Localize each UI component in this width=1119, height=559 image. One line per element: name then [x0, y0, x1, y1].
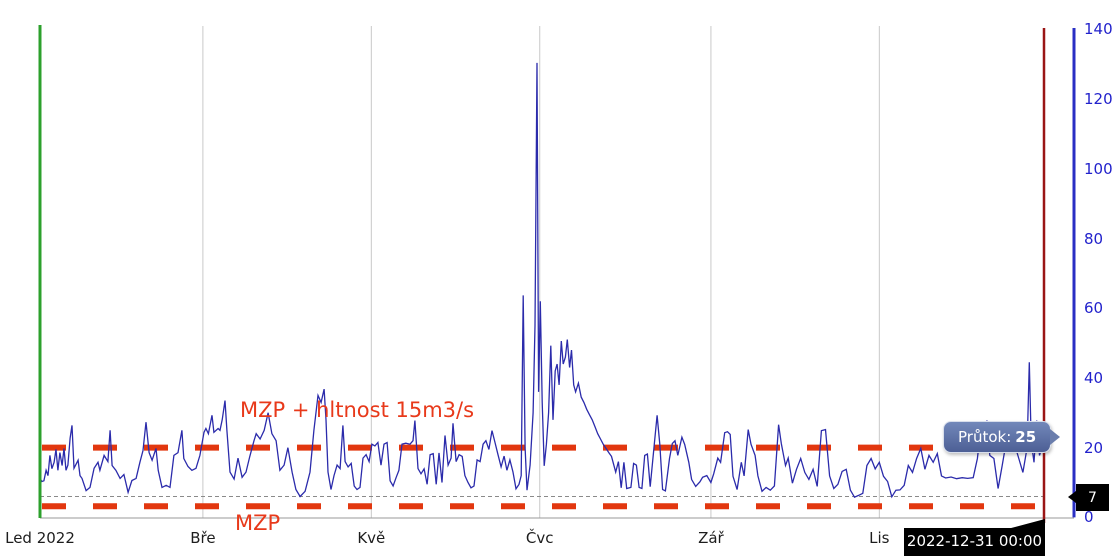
y-axis-crosshair-box: 7 [1068, 484, 1109, 511]
y-tick-0: 0 [1084, 508, 1094, 527]
y-tick-60: 60 [1084, 299, 1104, 318]
flow-tooltip: Průtok: 25 [943, 421, 1061, 453]
x-tick-Bře: Bře [190, 529, 216, 547]
y-tick-80: 80 [1084, 229, 1104, 248]
y-axis-crosshair-value: 7 [1088, 489, 1097, 506]
plotline-label-mzp: MZP [235, 511, 281, 535]
y-tick-40: 40 [1084, 368, 1104, 387]
y-tick-140: 140 [1084, 20, 1113, 39]
tooltip-series-label: Průtok: [958, 428, 1012, 446]
y-tick-20: 20 [1084, 438, 1104, 457]
tooltip-value: 25 [1015, 428, 1037, 446]
y-tick-100: 100 [1084, 159, 1113, 178]
left-arrow-icon [1068, 491, 1076, 503]
x-tick-Led 2022: Led 2022 [5, 529, 75, 547]
plotline-label-mzp-plus: MZP + hltnost 15m3/s [240, 398, 475, 422]
x-tick-Lis: Lis [869, 529, 890, 547]
flow-series-line [39, 62, 1046, 499]
y-tick-120: 120 [1084, 90, 1113, 109]
x-tick-Čvc: Čvc [525, 529, 554, 547]
x-tick-Zář: Zář [698, 529, 724, 547]
x-axis-crosshair-value: 2022-12-31 00:00 [906, 532, 1043, 550]
x-tick-Kvě: Kvě [357, 529, 386, 547]
tooltip-arrow-icon [1050, 429, 1061, 445]
